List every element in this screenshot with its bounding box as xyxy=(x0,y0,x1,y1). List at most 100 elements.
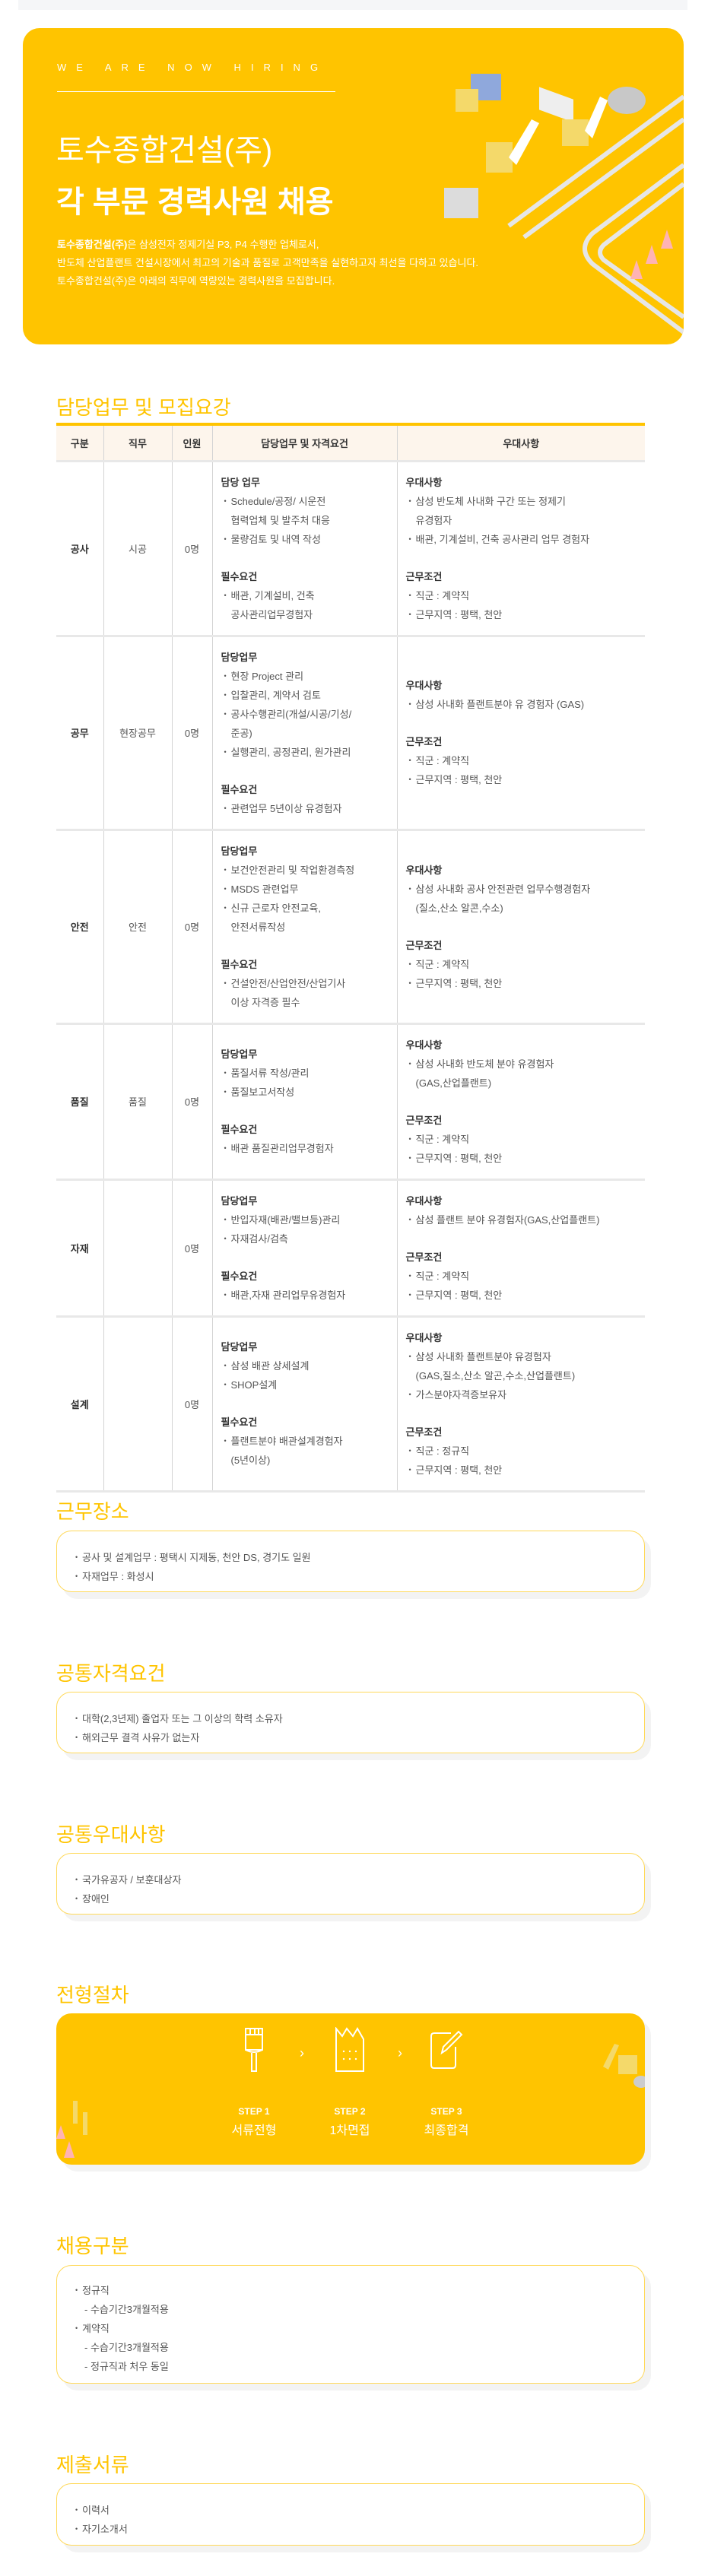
duties-cell: 담당 업무 Schedule/공정/ 시운전 협력업체 및 발주처 대응물량검토 … xyxy=(211,461,397,636)
list-item: 공사 및 설계업무 : 평택시 지제동, 천안 DS, 경기도 일원 xyxy=(72,1548,629,1567)
column-header: 담당업무 및 자격요건 xyxy=(211,424,397,461)
requirement-group: 근무조건직군 : 정규직근무지역 : 평택, 천안 xyxy=(406,1423,637,1480)
requirement-group: 우대사항삼성 플랜트 분야 유경험자(GAS,산업플랜트) xyxy=(406,1191,637,1229)
process-step-1: STEP 1 서류전형 xyxy=(208,2027,300,2138)
list-item: 근무지역 : 평택, 천안 xyxy=(406,770,637,789)
process-panel: STEP 1 서류전형 › STEP 2 1차면접 › STEP 3 최종합격 xyxy=(56,2013,645,2165)
list-item: 근무지역 : 평택, 천안 xyxy=(406,605,637,624)
requirement-group: 담당업무품질서류 작성/관리품질보고서작성 xyxy=(221,1045,388,1102)
construction-illustration xyxy=(444,74,684,335)
factory-icon xyxy=(335,2027,364,2072)
requirement-group: 근무조건직군 : 계약직근무지역 : 평택, 천안 xyxy=(406,1248,637,1305)
table-row: 설계0명담당업무삼성 배관 상세설계SHOP설계필수요건플랜트분야 배관설계경험… xyxy=(56,1316,645,1491)
group-title: 우대사항 xyxy=(405,1331,443,1344)
group-title: 담당 업무 xyxy=(221,476,260,488)
section-title-workplace: 근무장소 xyxy=(56,1500,129,1523)
group-title: 필수요건 xyxy=(221,1270,258,1282)
requirement-group: 근무조건직군 : 계약직근무지역 : 평택, 천안 xyxy=(406,732,637,789)
list-item: 장애인 xyxy=(72,1889,629,1908)
list-item: 물량검토 및 내역 작성 xyxy=(221,530,388,549)
table-row: 자재0명담당업무반입자재(배관/밸브등)관리자재검사/검측필수요건배관,자재 관… xyxy=(56,1179,645,1316)
requirement-group: 담당업무반입자재(배관/밸브등)관리자재검사/검측 xyxy=(221,1191,388,1248)
step-label: STEP 2 xyxy=(334,2106,366,2117)
requirement-group: 근무조건직군 : 계약직근무지역 : 평택, 천안 xyxy=(406,1111,637,1168)
group-title: 필수요건 xyxy=(221,1416,258,1428)
workers-illustration xyxy=(56,2101,87,2158)
list-item: 건설안전/산업안전/산업기사 이상 자격증 필수 xyxy=(221,974,388,1012)
requirement-group: 필수요건배관,자재 관리업무유경험자 xyxy=(221,1267,388,1305)
job-cell xyxy=(103,1179,172,1316)
list-item: 배관, 기계설비, 건축 공사관리 업무 경험자 xyxy=(406,530,637,549)
job-cell: 안전 xyxy=(103,830,172,1023)
duties-cell: 담당업무반입자재(배관/밸브등)관리자재검사/검측필수요건배관,자재 관리업무유… xyxy=(211,1179,397,1316)
group-title: 필수요건 xyxy=(221,570,258,582)
headcount-cell: 0명 xyxy=(171,1316,212,1491)
preferences-cell: 우대사항삼성 반도체 사내화 구간 또는 정제기 유경험자배관, 기계설비, 건… xyxy=(396,461,645,636)
top-bar xyxy=(18,0,687,10)
requirement-group: 필수요건배관, 기계설비, 건축 공사관리업무경험자 xyxy=(221,567,388,624)
list-item: 가스분야자격증보유자 xyxy=(406,1385,637,1404)
list-item: 직군 : 계약직 xyxy=(406,955,637,974)
divider xyxy=(57,91,335,92)
headcount-cell: 0명 xyxy=(171,636,212,830)
desc-line: 토수종합건설(주)은 아래의 직무에 역량있는 경력사원을 모집합니다. xyxy=(57,275,335,287)
preferences-cell: 우대사항삼성 사내화 공사 안전관련 업무수행경험자 (질소,산소 알콘,수소)… xyxy=(396,830,645,1023)
section-title-qualification: 공통자격요건 xyxy=(56,1662,166,1685)
column-header: 인원 xyxy=(171,424,212,461)
list-item: 배관,자재 관리업무유경험자 xyxy=(221,1286,388,1305)
company-name: 토수종합건설(주) xyxy=(56,134,273,167)
desc-line: 은 삼성전자 정제기실 P3, P4 수행한 업체로서, xyxy=(127,239,319,250)
section-title-employment: 채용구분 xyxy=(56,2235,129,2257)
step-name: 1차면접 xyxy=(329,2124,370,2137)
chevron-right-icon: › xyxy=(300,2045,304,2060)
table-header-row: 구분 직무 인원 담당업무 및 자격요건 우대사항 xyxy=(56,424,645,461)
category-cell: 품질 xyxy=(70,1096,89,1108)
list-item: MSDS 관련업무 xyxy=(221,880,388,899)
hero-banner: WE ARE NOW HIRING 토수종합건설(주) 각 부문 경력사원 채용… xyxy=(23,28,684,344)
column-header: 구분 xyxy=(70,437,89,449)
list-item: 신규 근로자 안전교육, 안전서류작성 xyxy=(221,899,388,937)
section-title-process: 전형절차 xyxy=(56,1984,129,2007)
requirement-group: 담당업무보건안전관리 및 작업환경측정MSDS 관련업무신규 근로자 안전교육,… xyxy=(221,842,388,937)
list-item: Schedule/공정/ 시운전 협력업체 및 발주처 대응 xyxy=(221,492,388,530)
group-title: 우대사항 xyxy=(405,1194,443,1207)
list-item: 보건안전관리 및 작업환경측정 xyxy=(221,861,388,880)
list-item: 품질보고서작성 xyxy=(221,1083,388,1102)
list-item: 대학(2,3년제) 졸업자 또는 그 이상의 학력 소유자 xyxy=(72,1709,629,1728)
requirement-group: 담당 업무 Schedule/공정/ 시운전 협력업체 및 발주처 대응물량검토 … xyxy=(221,473,388,549)
list-item: - 수습기간3개월적용 xyxy=(84,2304,169,2315)
duties-cell: 담당업무품질서류 작성/관리품질보고서작성필수요건배관 품질관리업무경험자 xyxy=(211,1023,397,1179)
preferences-cell: 우대사항삼성 사내화 플랜트분야 유 경험자 (GAS) 근무조건직군 : 계약직… xyxy=(396,636,645,830)
list-item: 삼성 사내화 공사 안전관련 업무수행경험자 (질소,산소 알콘,수소) xyxy=(406,880,637,918)
column-header: 직무 xyxy=(103,424,172,461)
qualification-box: 대학(2,3년제) 졸업자 또는 그 이상의 학력 소유자해외근무 결격 사유가… xyxy=(56,1692,645,1753)
group-title: 근무조건 xyxy=(405,1426,443,1438)
requirement-group: 우대사항삼성 사내화 공사 안전관련 업무수행경험자 (질소,산소 알콘,수소) xyxy=(406,861,637,918)
process-step-2: STEP 2 1차면접 xyxy=(304,2027,395,2138)
requirement-group: 근무조건직군 : 계약직근무지역 : 평택, 천안 xyxy=(406,567,637,624)
group-title: 근무조건 xyxy=(405,736,443,747)
category-cell: 공무 xyxy=(70,728,89,739)
requirement-group: 우대사항삼성 사내화 플랜트분야 유경험자 (GAS,질소,산소 알곤,수소,산… xyxy=(406,1328,637,1404)
list-item: 입찰관리, 계약서 검토 xyxy=(221,686,388,705)
list-item: 직군 : 계약직 xyxy=(406,751,637,770)
list-item: - 수습기간3개월적용 xyxy=(84,2342,169,2353)
list-item: 삼성 반도체 사내화 구간 또는 정제기 유경험자 xyxy=(406,492,637,530)
requirement-group: 필수요건관련업무 5년이상 유경험자 xyxy=(221,780,388,818)
workplace-box: 공사 및 설계업무 : 평택시 지제동, 천안 DS, 경기도 일원자재업무 :… xyxy=(56,1531,645,1592)
group-title: 근무조건 xyxy=(405,570,443,582)
list-item: 근무지역 : 평택, 천안 xyxy=(406,974,637,993)
requirement-group: 필수요건배관 품질관리업무경험자 xyxy=(221,1120,388,1158)
list-item: 직군 : 정규직 xyxy=(406,1442,637,1461)
preferences-cell: 우대사항삼성 사내화 플랜트분야 유경험자 (GAS,질소,산소 알곤,수소,산… xyxy=(396,1316,645,1491)
category-cell: 안전 xyxy=(70,922,89,933)
group-title: 필수요건 xyxy=(221,783,258,795)
list-item: 국가유공자 / 보훈대상자 xyxy=(72,1870,629,1889)
requirement-group: 근무조건직군 : 계약직근무지역 : 평택, 천안 xyxy=(406,936,637,993)
requirement-group: 우대사항삼성 반도체 사내화 구간 또는 정제기 유경험자배관, 기계설비, 건… xyxy=(406,473,637,549)
requirement-group: 담당업무현장 Project 관리입찰관리, 계약서 검토공사수행관리(개설/시… xyxy=(221,648,388,762)
requirement-group: 필수요건플랜트분야 배관설계경험자 (5년이상) xyxy=(221,1413,388,1470)
crane-illustration xyxy=(603,2044,645,2088)
